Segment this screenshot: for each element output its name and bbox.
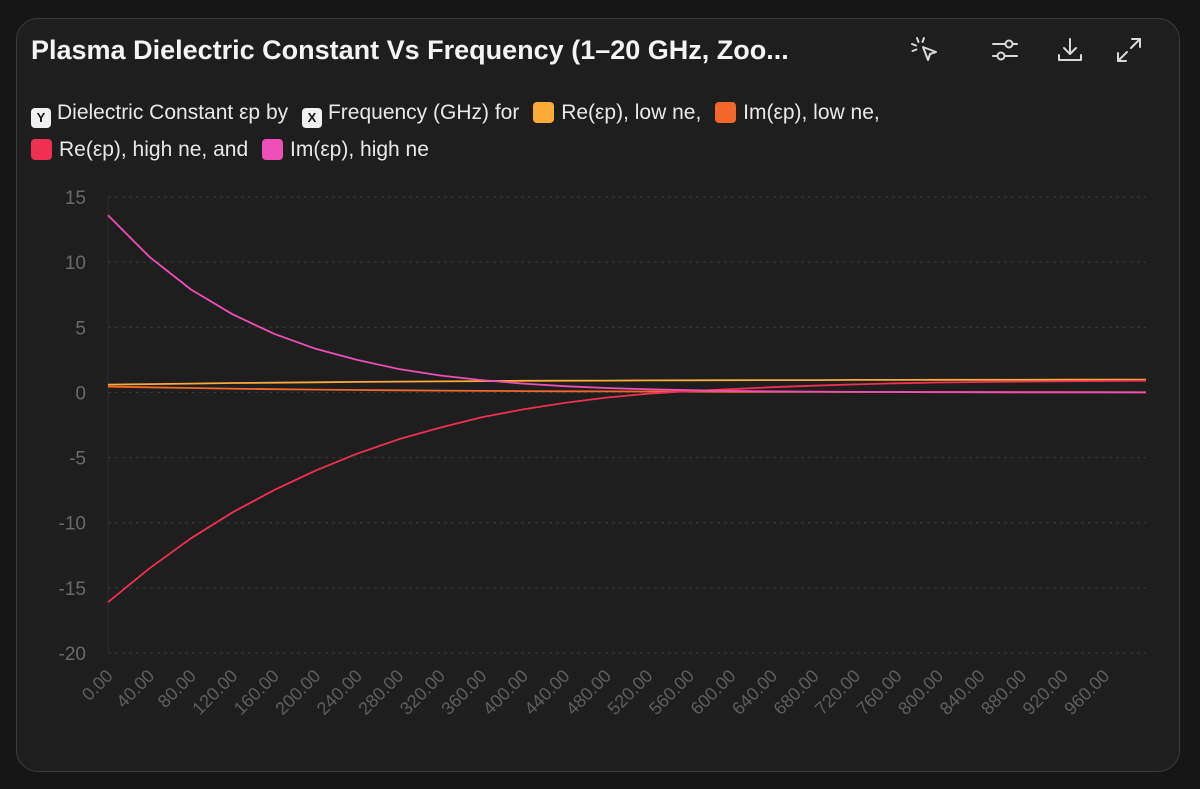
x-tick-label: 480.00	[562, 666, 615, 719]
series-line-2	[107, 379, 1147, 603]
x-tick-label: 520.00	[604, 666, 657, 719]
x-tick-label: 600.00	[687, 666, 740, 719]
x-axis-description: Frequency (GHz) for	[327, 101, 520, 124]
expand-icon	[1117, 38, 1141, 62]
x-tick-label: 640.00	[728, 666, 781, 719]
y-axis-description: Dielectric Constant εp by	[57, 101, 289, 124]
x-tick-label: 360.00	[437, 666, 490, 719]
filter-settings-button[interactable]	[985, 30, 1025, 70]
x-tick-label: 400.00	[479, 666, 532, 719]
y-axis-badge: Y	[31, 108, 51, 128]
select-pointer-button[interactable]	[905, 30, 945, 70]
x-tick-label: 920.00	[1019, 666, 1072, 719]
download-icon	[1058, 38, 1082, 61]
y-tick-label: 10	[65, 253, 86, 274]
legend-label-re-high: Re(εp), high ne, and	[59, 138, 249, 161]
x-tick-label: 680.00	[770, 666, 823, 719]
legend-swatch-im-low	[715, 102, 737, 123]
sliders-icon	[992, 39, 1018, 61]
legend-swatch-re-high	[31, 139, 52, 160]
x-tick-label: 840.00	[936, 666, 989, 719]
y-tick-label: -10	[59, 514, 86, 535]
chart-card	[16, 18, 1180, 772]
series-line-0	[107, 378, 1146, 386]
x-tick-label: 120.00	[188, 666, 241, 719]
expand-button[interactable]	[1109, 30, 1149, 70]
select-pointer-icon	[911, 37, 937, 61]
y-tick-label: 5	[75, 318, 86, 339]
x-tick-label: 160.00	[230, 666, 283, 719]
x-tick-label: 40.00	[112, 666, 158, 712]
x-tick-label: 760.00	[853, 666, 906, 719]
legend-swatch-re-low	[533, 102, 555, 123]
legend-swatch-im-high	[262, 139, 283, 160]
legend-label-re-low: Re(εp), low ne,	[561, 101, 702, 124]
x-tick-label: 560.00	[645, 666, 698, 719]
y-tick-label: 15	[65, 188, 86, 209]
x-tick-label: 800.00	[894, 666, 947, 719]
x-tick-label: 960.00	[1060, 666, 1113, 719]
x-tick-label: 240.00	[313, 666, 366, 719]
x-tick-label: 280.00	[354, 666, 407, 719]
x-tick-label: 880.00	[977, 666, 1030, 719]
x-tick-label: 720.00	[811, 666, 864, 719]
y-tick-label: -20	[59, 644, 86, 665]
x-tick-label: 440.00	[520, 666, 573, 719]
download-button[interactable]	[1050, 30, 1090, 70]
y-tick-label: -5	[69, 449, 86, 470]
legend-label-im-low: Im(εp), low ne,	[743, 101, 880, 124]
series-line-3	[107, 214, 1146, 394]
x-tick-label: 200.00	[271, 666, 324, 719]
y-tick-label: 0	[75, 383, 86, 404]
x-tick-label: 320.00	[396, 666, 449, 719]
x-tick-label: 0.00	[78, 666, 117, 705]
legend-label-im-high: Im(εp), high ne	[290, 138, 429, 161]
y-tick-label: -15	[59, 579, 86, 600]
x-axis-badge: X	[301, 108, 322, 128]
chart-legend: Y Dielectric Constant εp by X Frequency (G…	[31, 94, 1111, 168]
